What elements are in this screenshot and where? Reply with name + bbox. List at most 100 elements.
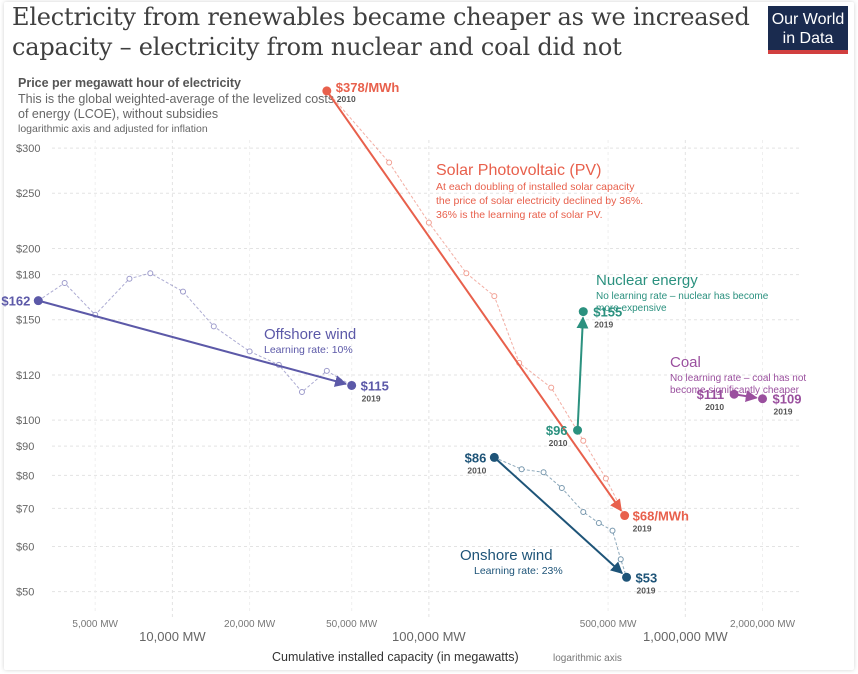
- onshore-end-label: $53: [636, 570, 658, 585]
- y-tick-label: $150: [16, 315, 40, 327]
- nuclear-end-point: [578, 307, 588, 317]
- offshore-annual-point: [246, 348, 253, 355]
- x-axis-label: Cumulative installed capacity (in megawa…: [272, 650, 519, 664]
- offshore-start-point: [33, 296, 43, 306]
- chart-title: Electricity from renewables became cheap…: [12, 3, 750, 61]
- nuclear-note-line: No learning rate – nuclear has become: [596, 291, 769, 302]
- solar-start-year: 2010: [337, 94, 356, 104]
- solar-trend-arrow: [325, 90, 623, 512]
- onshore-series-name: Onshore wind: [460, 547, 553, 564]
- onshore-start-point: [489, 452, 499, 462]
- solar-note-line: At each doubling of installed solar capa…: [436, 181, 635, 193]
- x-tick-label-minor: 20,000 MW: [224, 619, 276, 630]
- onshore-annual-point: [617, 556, 624, 563]
- y-tick-label: $100: [16, 415, 40, 427]
- onshore-annual-point: [558, 485, 565, 492]
- solar-annual-point: [386, 159, 393, 166]
- y-tick-label: $50: [16, 587, 34, 599]
- solar-annual-point: [548, 384, 555, 391]
- solar-annual-line: [326, 90, 626, 516]
- chart-description: This is the global weighted-average of t…: [18, 92, 335, 121]
- solar-note-line: 36% is the learning rate of solar PV.: [436, 209, 603, 221]
- offshore-annual-point: [298, 389, 305, 396]
- nuclear-note-line: more expensive: [596, 303, 667, 314]
- offshore-end-point: [347, 380, 357, 390]
- nuclear-start-point: [573, 425, 583, 435]
- x-axis-note: logarithmic axis: [553, 653, 622, 664]
- y-tick-label: $200: [16, 243, 40, 255]
- y-tick-label: $70: [16, 503, 34, 515]
- onshore-annual-point: [580, 508, 587, 515]
- x-tick-label: 100,000 MW: [392, 629, 466, 644]
- coal-end-year: 2019: [774, 407, 793, 417]
- offshore-trend-arrow: [38, 299, 348, 387]
- onshore-annual-point: [609, 527, 616, 534]
- onshore-annual-line: [494, 456, 628, 578]
- offshore-annual-point: [323, 367, 330, 374]
- solar-annual-point: [463, 270, 470, 277]
- coal-end-label: $109: [773, 392, 802, 407]
- coal-start-label: $111: [697, 387, 725, 402]
- onshore-end-year: 2019: [637, 585, 656, 595]
- y-tick-label: $60: [16, 542, 34, 554]
- offshore-annual-point: [126, 275, 133, 282]
- onshore-trend-arrow: [493, 456, 623, 575]
- chart-subtitle: Price per megawatt hour of electricity: [18, 76, 241, 90]
- y-tick-label: $300: [16, 143, 40, 155]
- offshore-annual-point: [147, 270, 154, 277]
- offshore-start-label: $162: [1, 294, 30, 309]
- nuclear-start-year: 2010: [549, 438, 568, 448]
- x-tick-label: 1,000,000 MW: [643, 629, 728, 644]
- coal-note-line: become significantly cheaper: [670, 385, 800, 396]
- nuclear-start-label: $96: [546, 423, 568, 438]
- solar-end-label: $68/MWh: [633, 509, 689, 524]
- nuclear-trend-arrow: [576, 316, 589, 431]
- y-tick-label: $180: [16, 270, 40, 282]
- x-tick-label-minor: 2,000,000 MW: [730, 619, 796, 630]
- solar-start-label: $378/MWh: [336, 80, 400, 95]
- x-tick-label-minor: 5,000 MW: [72, 619, 118, 630]
- nuclear-end-year: 2019: [594, 320, 613, 330]
- x-tick-label: 10,000 MW: [139, 629, 206, 644]
- solar-series-name: Solar Photovoltaic (PV): [436, 162, 601, 179]
- solar-end-point: [620, 511, 630, 521]
- offshore-annual-point: [180, 288, 187, 295]
- coal-start-year: 2010: [705, 402, 724, 412]
- offshore-end-year: 2019: [362, 393, 381, 403]
- solar-annual-point: [491, 293, 498, 300]
- onshore-start-year: 2010: [467, 465, 486, 475]
- coal-note-line: No learning rate – coal has not: [670, 373, 806, 384]
- y-tick-label: $90: [16, 441, 34, 453]
- y-tick-label: $250: [16, 188, 40, 200]
- solar-annual-point: [580, 437, 587, 444]
- offshore-series-name: Offshore wind: [264, 326, 356, 343]
- chart-axis-note: logarithmic axis and adjusted for inflat…: [18, 123, 208, 135]
- coal-start-point: [729, 389, 739, 399]
- solar-start-point: [322, 86, 332, 96]
- x-tick-label-minor: 50,000 MW: [326, 619, 378, 630]
- logo-line-2: in Data: [782, 30, 834, 47]
- onshore-end-point: [622, 572, 632, 582]
- nuclear-end-label: $155: [593, 305, 622, 320]
- offshore-annual-point: [61, 279, 68, 286]
- offshore-end-label: $115: [361, 378, 389, 393]
- onshore-start-label: $86: [465, 450, 487, 465]
- coal-end-point: [758, 394, 768, 404]
- nuclear-series-name: Nuclear energy: [596, 272, 698, 289]
- solar-annual-point: [425, 219, 432, 226]
- solar-note-line: the price of solar electricity declined …: [436, 195, 643, 207]
- owid-logo[interactable]: Our World in Data: [768, 6, 848, 54]
- solar-end-year: 2019: [633, 524, 652, 534]
- onshore-annual-point: [540, 469, 547, 476]
- chart-card: Electricity from renewables became cheap…: [4, 2, 854, 670]
- logo-line-1: Our World: [771, 11, 845, 28]
- coal-series-name: Coal: [670, 354, 701, 371]
- chart-subtitle-block: Price per megawatt hour of electricity T…: [18, 76, 348, 135]
- y-tick-label: $80: [16, 470, 34, 482]
- offshore-note-line: Learning rate: 10%: [264, 344, 353, 356]
- solar-annual-point: [602, 475, 609, 482]
- y-tick-label: $120: [16, 370, 40, 382]
- onshore-note-line: Learning rate: 23%: [474, 565, 563, 577]
- x-tick-label-minor: 500,000 MW: [580, 619, 637, 630]
